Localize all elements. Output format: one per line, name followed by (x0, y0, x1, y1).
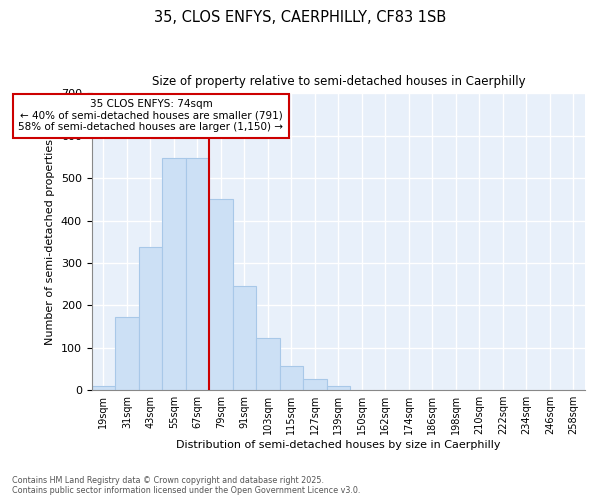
Bar (256, 338, 280, 390)
Text: 35 CLOS ENFYS: 74sqm
← 40% of semi-detached houses are smaller (791)
58% of semi: 35 CLOS ENFYS: 74sqm ← 40% of semi-detac… (19, 100, 283, 132)
X-axis label: Distribution of semi-detached houses by size in Caerphilly: Distribution of semi-detached houses by … (176, 440, 500, 450)
Bar (280, 366, 303, 390)
Title: Size of property relative to semi-detached houses in Caerphilly: Size of property relative to semi-detach… (152, 75, 525, 88)
Bar (233, 286, 256, 390)
Bar (92, 386, 115, 390)
Bar (115, 316, 139, 390)
Bar (209, 200, 233, 390)
Bar (162, 158, 185, 390)
Bar (303, 378, 326, 390)
Bar (139, 247, 162, 390)
Bar (326, 386, 350, 390)
Text: 35, CLOS ENFYS, CAERPHILLY, CF83 1SB: 35, CLOS ENFYS, CAERPHILLY, CF83 1SB (154, 10, 446, 25)
Y-axis label: Number of semi-detached properties: Number of semi-detached properties (45, 138, 55, 344)
Bar (185, 158, 209, 390)
Text: Contains HM Land Registry data © Crown copyright and database right 2025.
Contai: Contains HM Land Registry data © Crown c… (12, 476, 361, 495)
